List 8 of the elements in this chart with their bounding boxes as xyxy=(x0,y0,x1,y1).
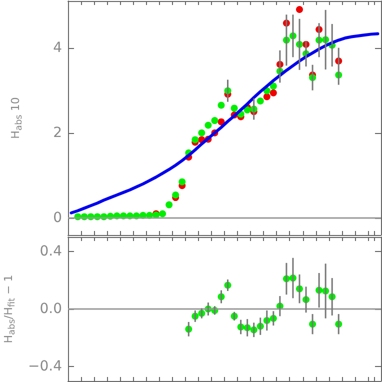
y-axis-title: Habs 10 xyxy=(9,97,24,139)
y-tick-label: −0.4 xyxy=(28,358,62,375)
y-tick-label: 0 xyxy=(53,210,62,226)
y-tick-label: 0.4 xyxy=(40,243,62,260)
y-tick-label: 4 xyxy=(53,40,62,56)
y-tick-label: 0.0 xyxy=(40,301,62,317)
y-axis-title: Habs/Hfit − 1 xyxy=(2,274,18,344)
y-tick-label: 2 xyxy=(53,124,62,141)
